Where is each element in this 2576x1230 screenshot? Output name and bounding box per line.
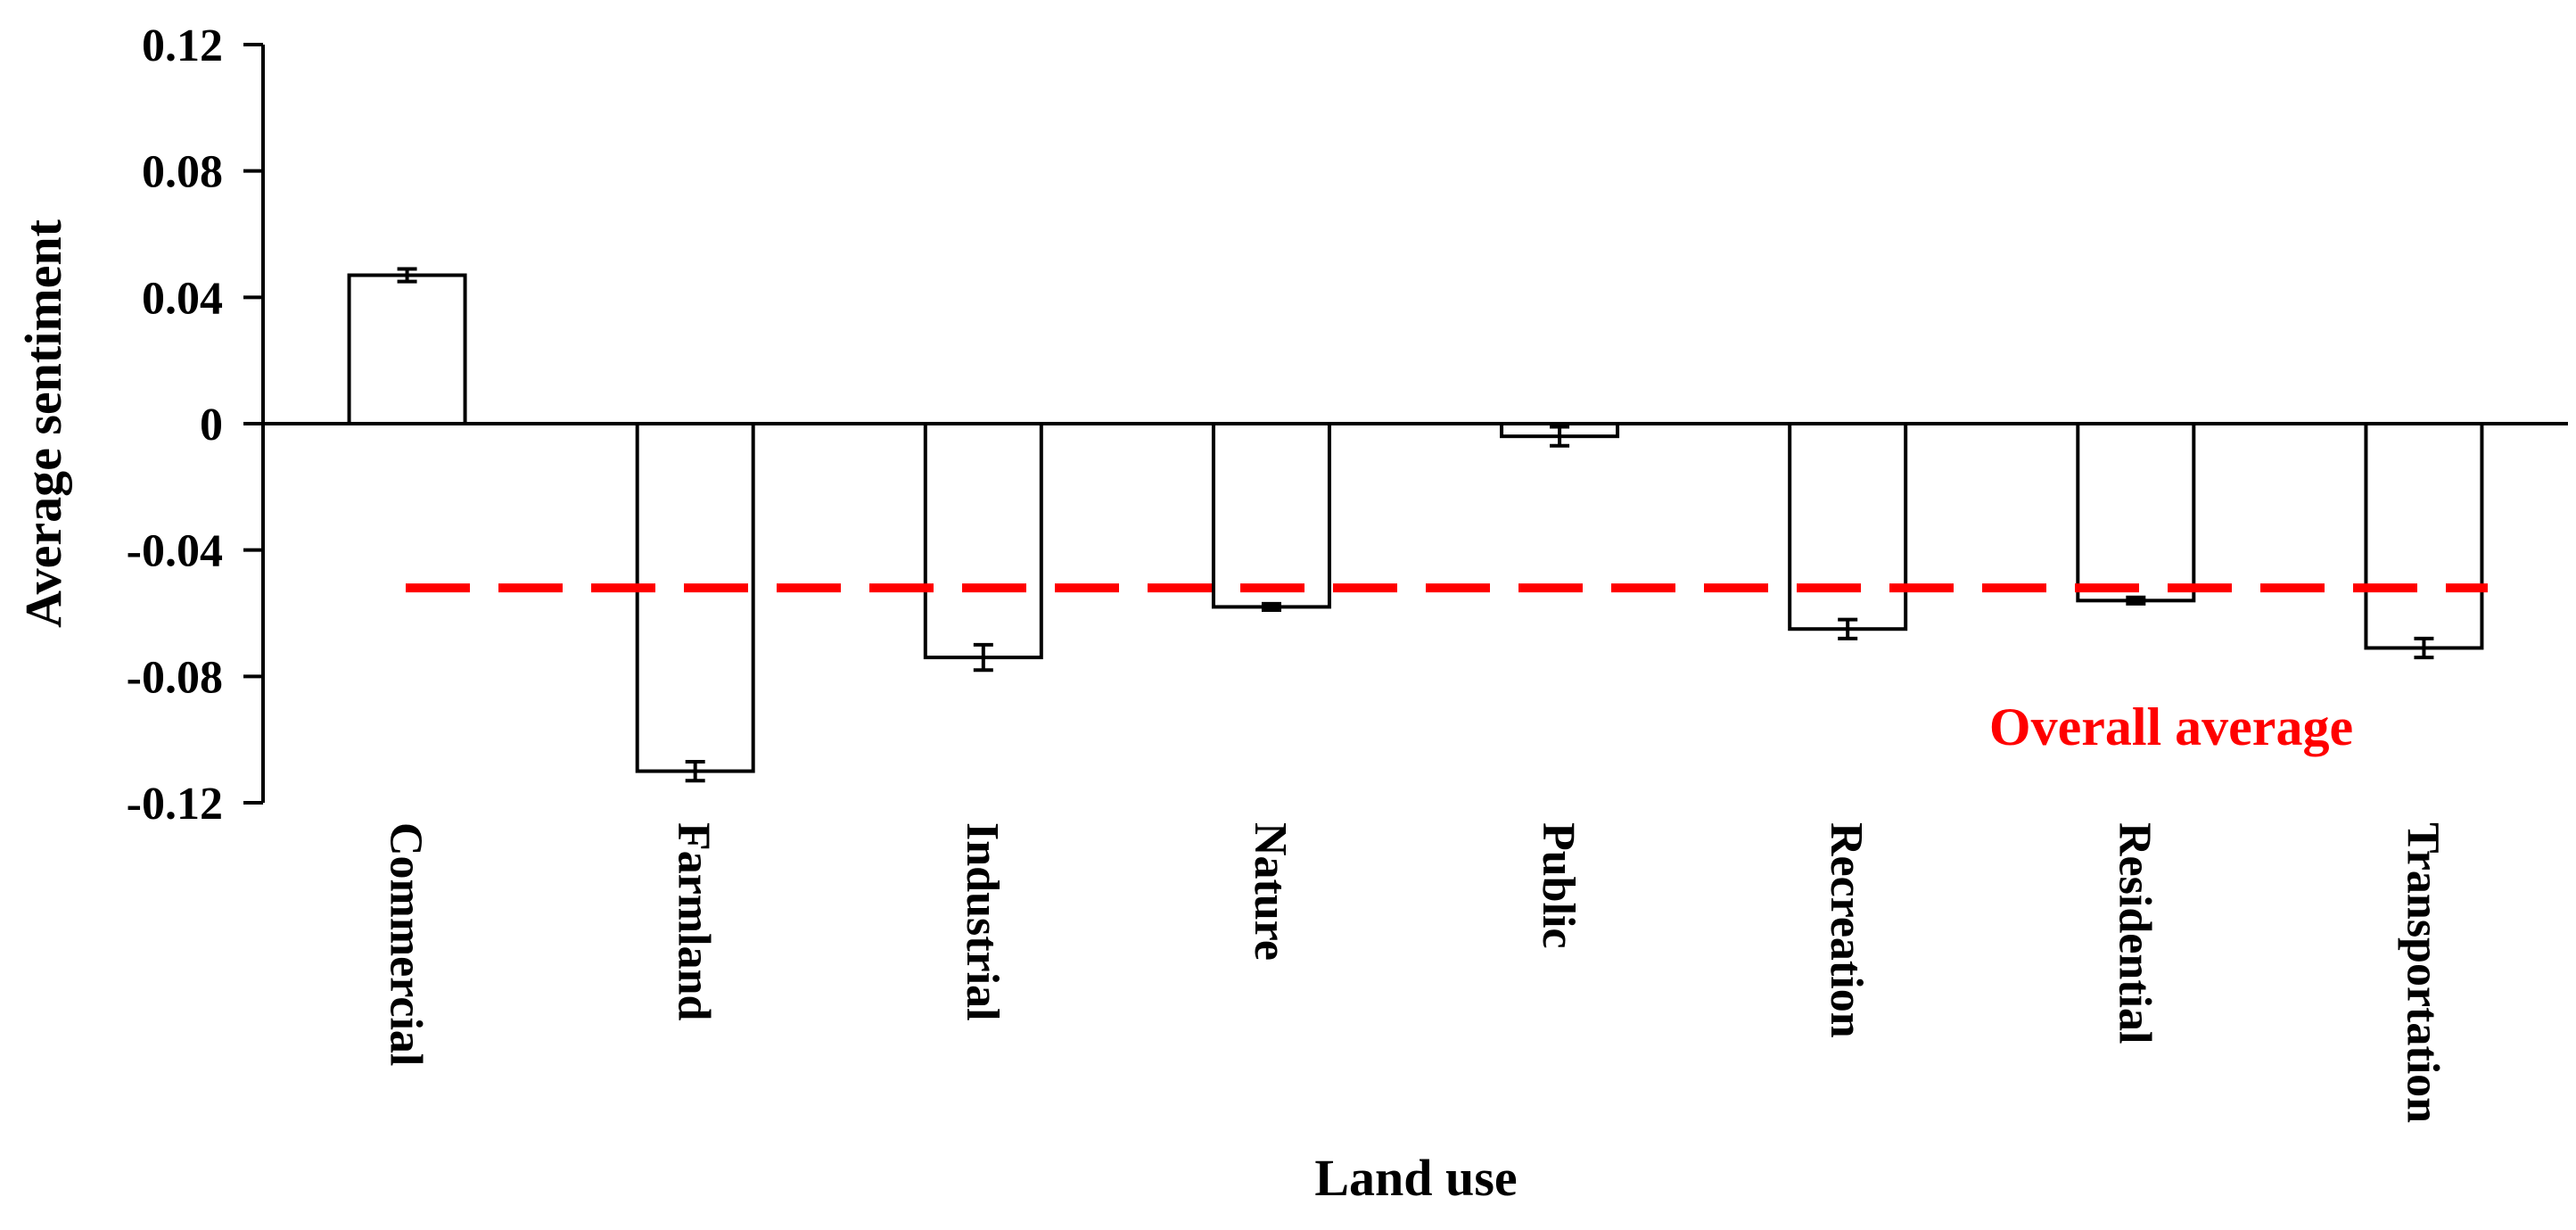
y-axis-ticks bbox=[243, 43, 263, 805]
x-tick-label-industrial: Industrial bbox=[957, 822, 1008, 1021]
error-bar-residential bbox=[2126, 595, 2146, 606]
y-tick-label: 0.08 bbox=[142, 147, 223, 198]
y-tick-labels: 0.12 0.08 0.04 0 -0.04 -0.08 -0.12 bbox=[127, 21, 223, 830]
overall-average-label: Overall average bbox=[1989, 698, 2353, 756]
error-bar-recreation bbox=[1838, 617, 1858, 640]
error-bars-layer bbox=[397, 267, 2434, 783]
x-tick-label-transportation: Transportation bbox=[2397, 822, 2448, 1123]
error-bar-nature bbox=[1261, 601, 1281, 612]
y-tick-label: -0.04 bbox=[127, 526, 223, 577]
x-tick-label-recreation: Recreation bbox=[1821, 822, 1872, 1038]
bar-transportation bbox=[2364, 422, 2484, 650]
error-bar-industrial bbox=[973, 642, 993, 673]
y-tick-label: 0 bbox=[200, 400, 223, 450]
y-tick-label: 0.04 bbox=[142, 273, 223, 324]
y-axis-title: Average sentiment bbox=[14, 219, 72, 628]
y-tick-label: 0.12 bbox=[142, 21, 223, 71]
x-tick-label-nature: Nature bbox=[1245, 822, 1296, 961]
x-tick-label-commercial: Commercial bbox=[381, 822, 432, 1066]
x-tick-label-farmland: Farmland bbox=[669, 822, 720, 1021]
bar-recreation bbox=[1788, 422, 1908, 632]
bar-commercial bbox=[347, 273, 467, 425]
y-tick-label: -0.08 bbox=[127, 652, 223, 703]
x-tick-label-public: Public bbox=[1533, 822, 1584, 949]
bar-industrial bbox=[923, 422, 1043, 660]
bars-layer bbox=[347, 273, 2484, 773]
error-bar-farmland bbox=[685, 759, 705, 783]
y-tick-label: -0.12 bbox=[127, 779, 223, 830]
bar-residential bbox=[2076, 422, 2196, 603]
bar-farmland bbox=[635, 422, 755, 773]
x-tick-label-residential: Residential bbox=[2109, 822, 2160, 1044]
bar-nature bbox=[1211, 422, 1331, 609]
error-bar-public bbox=[1550, 425, 1570, 448]
x-axis-title: Land use bbox=[1314, 1149, 1517, 1207]
error-bar-transportation bbox=[2414, 636, 2434, 660]
error-bar-commercial bbox=[397, 267, 417, 284]
x-tick-labels: Commercial Farmland Industrial Nature Public… bbox=[381, 822, 2448, 1123]
